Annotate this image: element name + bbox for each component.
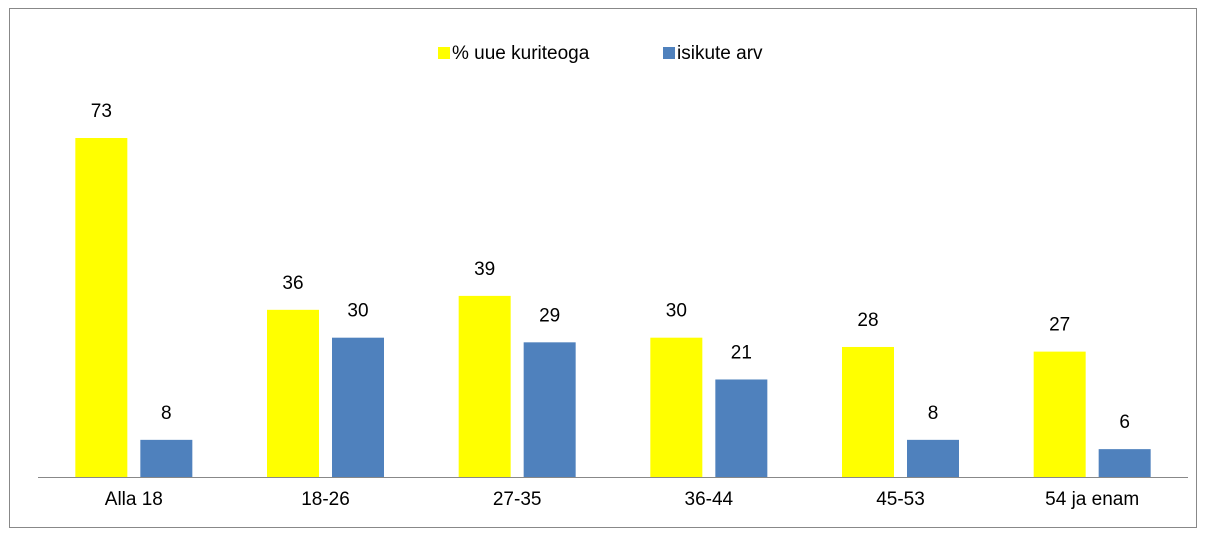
data-label: 30 [347,301,368,322]
bar [1033,351,1086,477]
bar [140,439,193,477]
data-label: 28 [857,310,878,331]
chart-frame [9,8,1197,528]
bar [523,342,576,477]
x-tick-label: 27-35 [493,489,542,510]
legend-swatch [438,47,450,59]
legend-label: % uue kuriteoga [452,43,590,64]
bar [1098,449,1151,477]
bar [267,309,319,477]
data-label: 73 [91,101,112,122]
bar [907,439,959,477]
data-label: 36 [282,273,303,294]
data-label: 30 [666,301,687,322]
bar [715,379,768,477]
data-label: 21 [731,342,752,363]
x-tick-label: 36-44 [685,489,734,510]
data-label: 29 [539,305,560,326]
data-label: 39 [474,259,495,280]
data-label: 6 [1119,412,1130,433]
legend-label: isikute arv [677,43,763,64]
x-tick-label: 18-26 [301,489,350,510]
bar [650,337,703,477]
legend-swatch [663,47,675,59]
x-tick-label: Alla 18 [105,489,163,510]
x-tick-label: 54 ja enam [1045,489,1139,510]
bar [332,337,384,477]
bar [458,295,511,477]
data-label: 27 [1049,315,1070,336]
x-tick-label: 45-53 [876,489,925,510]
data-label: 8 [928,403,939,424]
bar [75,138,128,477]
bar [842,346,894,477]
data-label: 8 [161,403,172,424]
